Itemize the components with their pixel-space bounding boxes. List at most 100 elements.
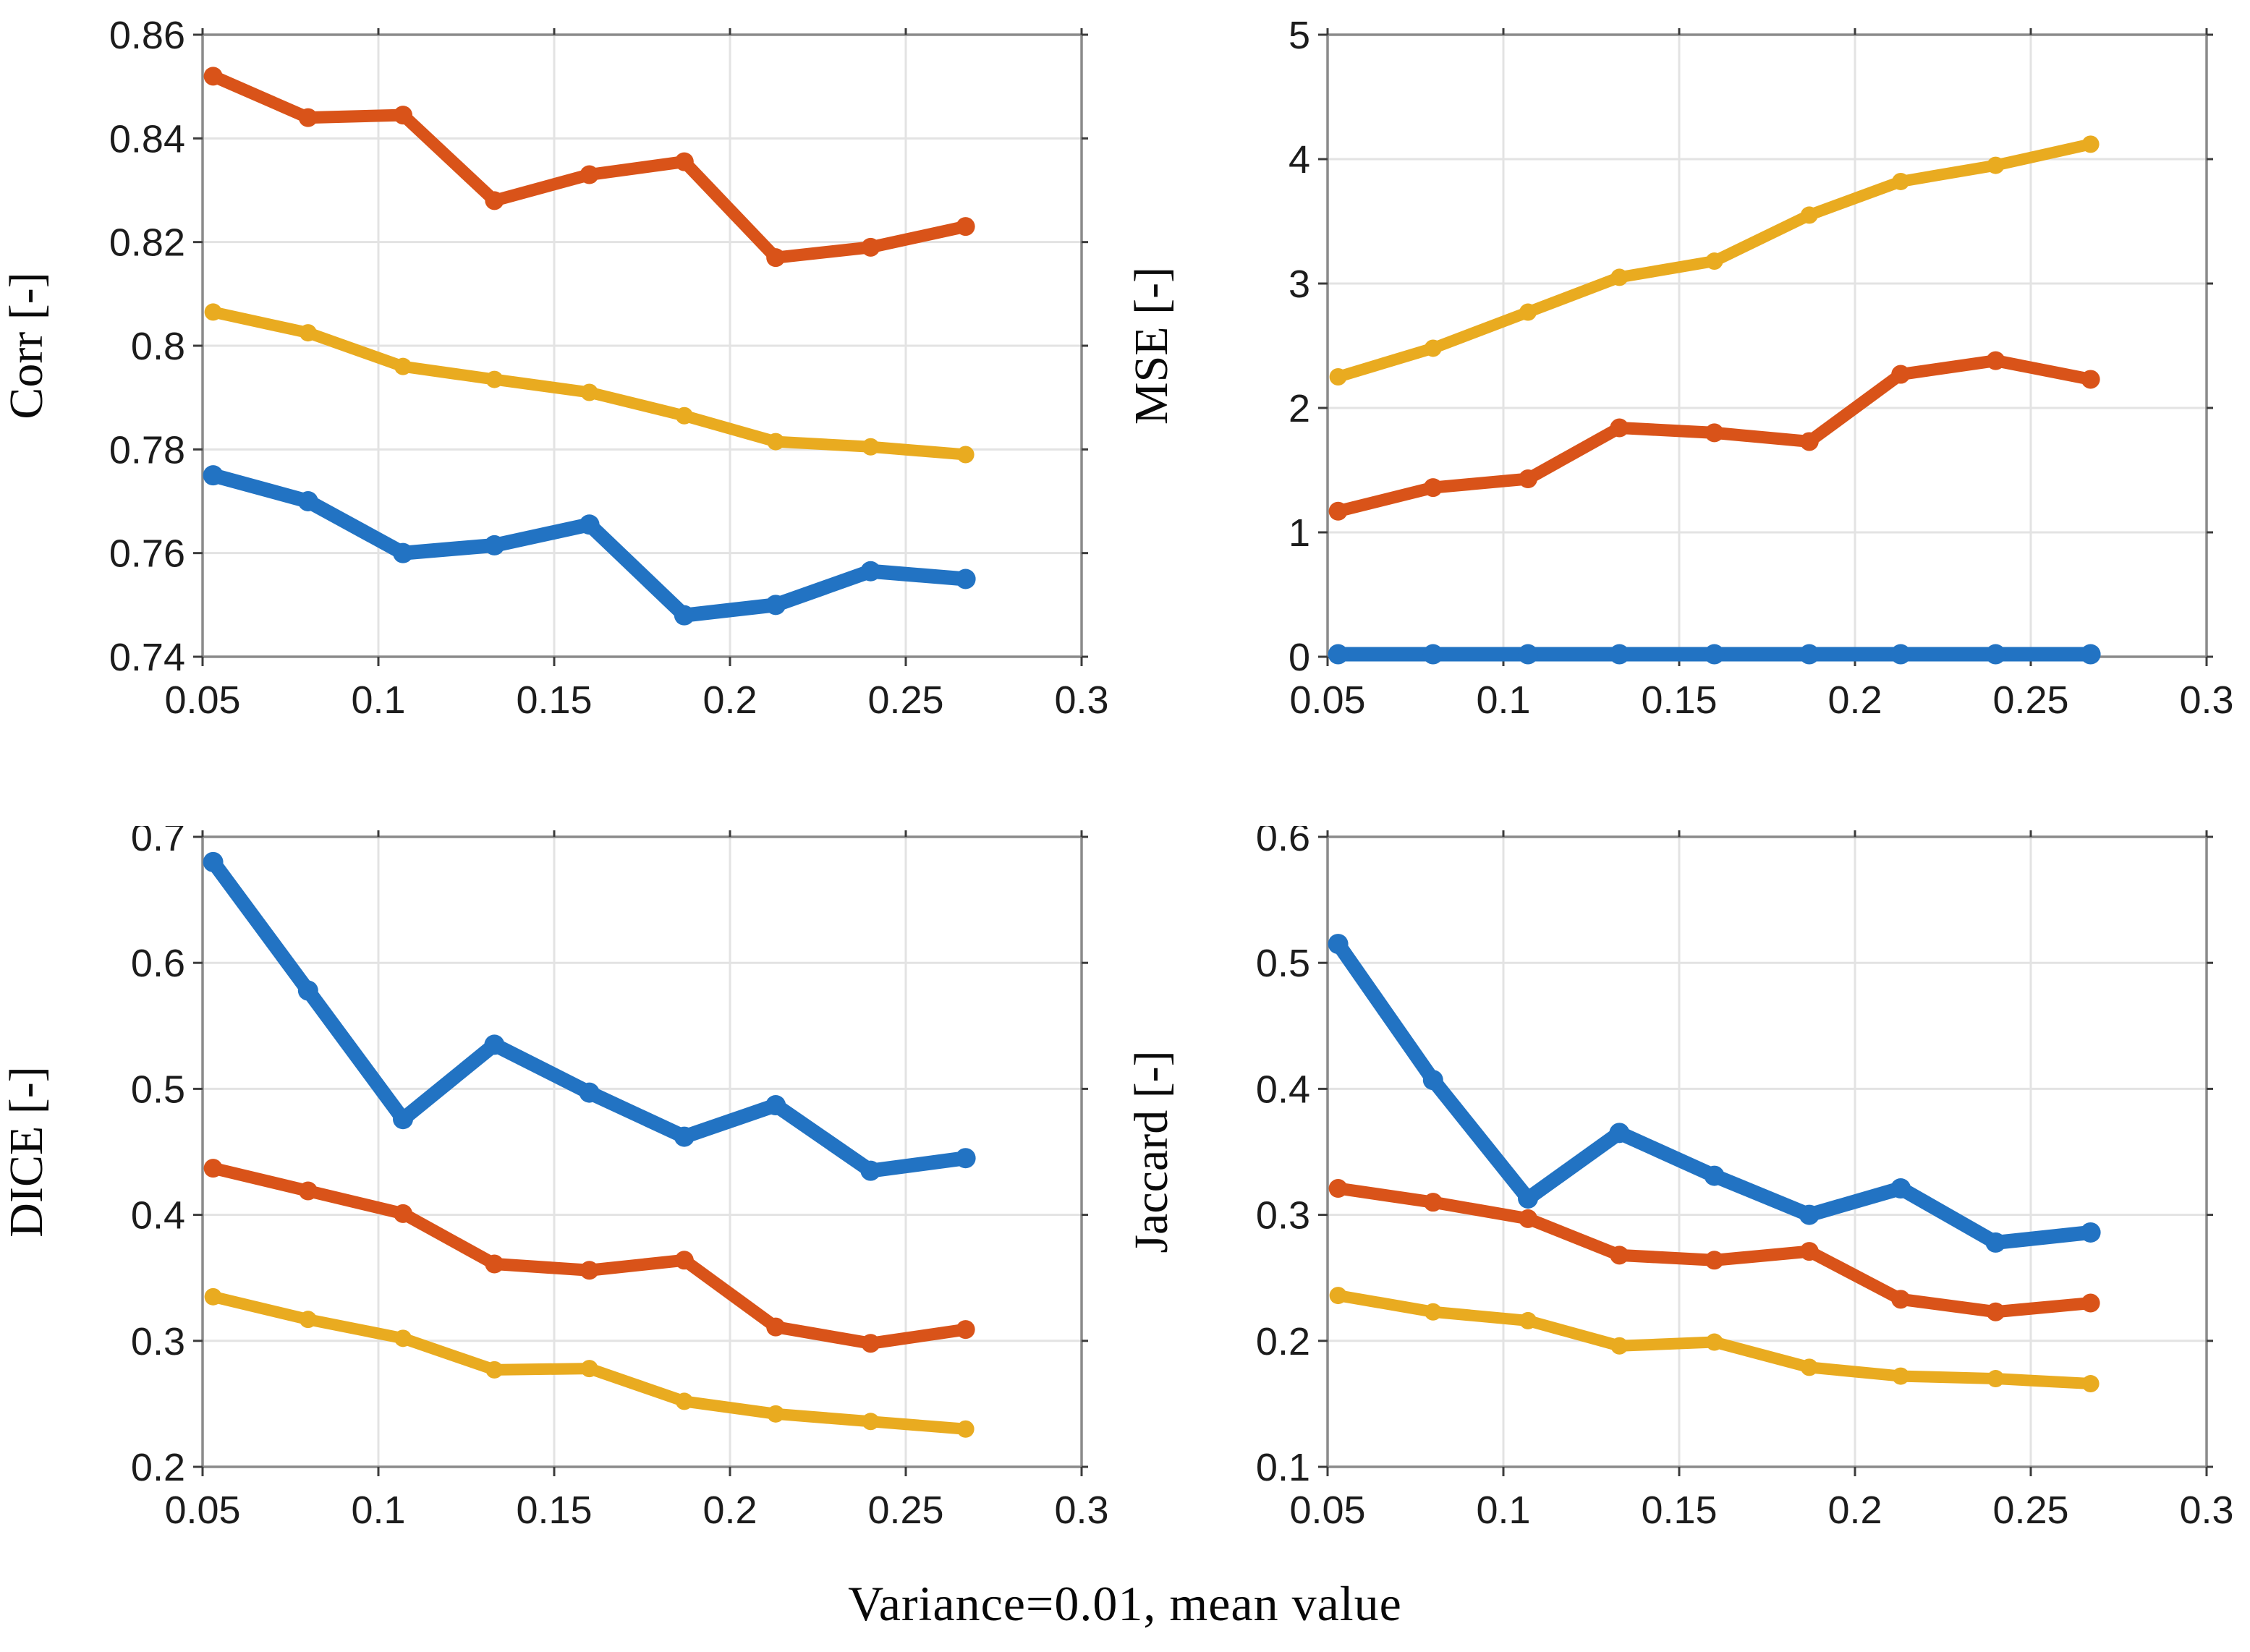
- x-tick-label: 0.05: [164, 1489, 240, 1532]
- chart-cell-dice: 0.05 0.1 0.15 0.2 0.25 0.3 0.2 0.3 0.4 0.5 0.6 0.7 D…: [0, 826, 1125, 1652]
- data-point-marker-orange: [766, 248, 786, 268]
- y-tick-label: 0.4: [1256, 1068, 1310, 1111]
- data-point-marker-yellow: [485, 370, 504, 388]
- x-tick-label: 0.2: [1827, 678, 1882, 722]
- data-point-marker-orange: [2081, 1293, 2100, 1313]
- gridlines: [1328, 837, 2207, 1467]
- data-point-marker-orange: [956, 1320, 975, 1340]
- data-point-marker-yellow: [862, 1413, 880, 1431]
- series-orange: [1328, 1179, 2100, 1321]
- y-axis-label: MSE [-]: [1125, 267, 1178, 425]
- x-tick-label: 0.25: [1992, 678, 2068, 722]
- dice-chart: 0.05 0.1 0.15 0.2 0.25 0.3 0.2 0.3 0.4 0.5 0.6 0.7 D…: [0, 826, 1109, 1532]
- x-tick-label: 0.3: [1054, 1489, 1108, 1532]
- x-tick-label: 0.1: [351, 1489, 405, 1532]
- data-point-marker-yellow: [299, 1311, 317, 1329]
- data-point-marker-orange: [203, 1159, 223, 1178]
- y-tick-label: 3: [1289, 263, 1310, 306]
- data-point-marker-yellow: [1424, 339, 1442, 357]
- x-tick-label: 0.1: [351, 678, 405, 722]
- data-point-marker-yellow: [862, 438, 880, 456]
- data-point-marker-blue: [2080, 644, 2101, 665]
- data-point-marker-yellow: [485, 1361, 504, 1379]
- x-tick-label: 0.1: [1476, 678, 1530, 722]
- data-point-marker-blue: [1799, 644, 1820, 665]
- x-tick-labels: 0.05 0.1 0.15 0.2 0.25 0.3: [164, 1489, 1108, 1532]
- data-point-marker-blue: [1328, 644, 1349, 665]
- x-tick-label: 0.2: [702, 678, 757, 722]
- data-point-marker-orange: [1519, 469, 1538, 489]
- x-tick-label: 0.3: [1054, 678, 1108, 722]
- data-point-marker-orange: [1519, 1209, 1538, 1228]
- data-point-marker-blue: [674, 1126, 695, 1147]
- data-point-marker-orange: [485, 191, 504, 210]
- x-tick-label: 0.25: [1992, 1489, 2068, 1532]
- y-tick-label: 2: [1289, 387, 1310, 430]
- series-orange: [203, 1159, 975, 1353]
- x-tick-label: 0.05: [1289, 678, 1365, 722]
- data-point-marker-orange: [674, 1251, 694, 1270]
- y-tick-label: 0.8: [131, 325, 185, 368]
- x-tick-label: 0.15: [1641, 678, 1717, 722]
- y-tick-label: 0.84: [109, 117, 185, 161]
- data-point-marker-orange: [1799, 1242, 1819, 1261]
- chart-cell-jaccard: 0.05 0.1 0.15 0.2 0.25 0.3 0.1 0.2 0.3 0.4 0.5 0.6 J…: [1125, 826, 2250, 1652]
- y-tick-labels: 0.1 0.2 0.3 0.4 0.5 0.6: [1256, 826, 1310, 1489]
- data-point-marker-blue: [579, 514, 600, 535]
- mse-chart: 0.05 0.1 0.15 0.2 0.25 0.3 0 1 2 3 4 5 MSE [-]: [1125, 14, 2234, 722]
- data-point-marker-orange: [1986, 1302, 2005, 1321]
- data-point-marker-orange: [1891, 365, 1911, 384]
- data-point-marker-blue: [203, 465, 224, 486]
- data-point-marker-yellow: [580, 1360, 598, 1378]
- data-point-marker-blue: [955, 569, 976, 589]
- data-point-marker-blue: [1890, 1178, 1911, 1199]
- data-point-marker-blue: [1609, 644, 1630, 665]
- data-point-marker-orange: [1705, 1251, 1724, 1270]
- data-point-marker-blue: [297, 491, 318, 511]
- data-point-marker-blue: [1422, 1070, 1443, 1091]
- y-axis-label: Corr [-]: [0, 272, 53, 419]
- y-tick-label: 0.3: [1256, 1194, 1310, 1238]
- data-point-marker-yellow: [956, 1420, 975, 1438]
- data-point-marker-orange: [1423, 1193, 1443, 1212]
- data-point-marker-blue: [1890, 644, 1911, 665]
- gridlines: [203, 837, 1082, 1467]
- data-point-marker-yellow: [204, 1287, 222, 1306]
- data-point-marker-blue: [579, 1082, 600, 1103]
- data-point-marker-orange: [766, 1317, 786, 1337]
- series-yellow: [204, 303, 975, 464]
- data-point-marker-blue: [1609, 1123, 1630, 1144]
- data-point-marker-yellow: [1705, 252, 1723, 271]
- data-point-marker-blue: [674, 605, 695, 626]
- data-point-marker-orange: [1610, 418, 1629, 438]
- data-point-marker-orange: [956, 217, 975, 237]
- data-point-marker-yellow: [1892, 172, 1910, 190]
- data-point-marker-yellow: [1892, 1367, 1910, 1385]
- data-point-marker-orange: [580, 1261, 599, 1280]
- data-point-marker-blue: [1422, 644, 1443, 665]
- x-tick-label: 0.3: [2179, 678, 2233, 722]
- y-tick-label: 0.6: [131, 942, 185, 985]
- data-point-marker-yellow: [1329, 1287, 1347, 1305]
- data-point-marker-yellow: [1424, 1303, 1442, 1321]
- y-tick-label: 4: [1289, 138, 1310, 182]
- y-tick-label: 0.3: [131, 1320, 185, 1363]
- series-yellow: [1329, 1287, 2100, 1393]
- data-point-marker-yellow: [1610, 268, 1629, 286]
- data-point-marker-blue: [765, 595, 786, 616]
- data-point-marker-orange: [580, 165, 599, 184]
- data-point-marker-yellow: [2081, 1375, 2100, 1393]
- data-point-marker-yellow: [1987, 156, 2005, 174]
- data-point-marker-orange: [298, 1181, 318, 1201]
- data-point-marker-blue: [484, 1034, 505, 1055]
- series-line-orange: [1332, 1182, 2097, 1319]
- x-tick-label: 0.15: [516, 1489, 592, 1532]
- data-point-marker-yellow: [1610, 1337, 1629, 1355]
- data-point-marker-orange: [394, 106, 413, 125]
- data-point-marker-orange: [203, 67, 223, 86]
- data-point-marker-blue: [1518, 644, 1539, 665]
- series-blue: [1328, 934, 2101, 1253]
- x-tick-labels: 0.05 0.1 0.15 0.2 0.25 0.3: [164, 678, 1108, 722]
- series-blue: [203, 851, 976, 1181]
- y-axis-label: DICE [-]: [0, 1066, 53, 1237]
